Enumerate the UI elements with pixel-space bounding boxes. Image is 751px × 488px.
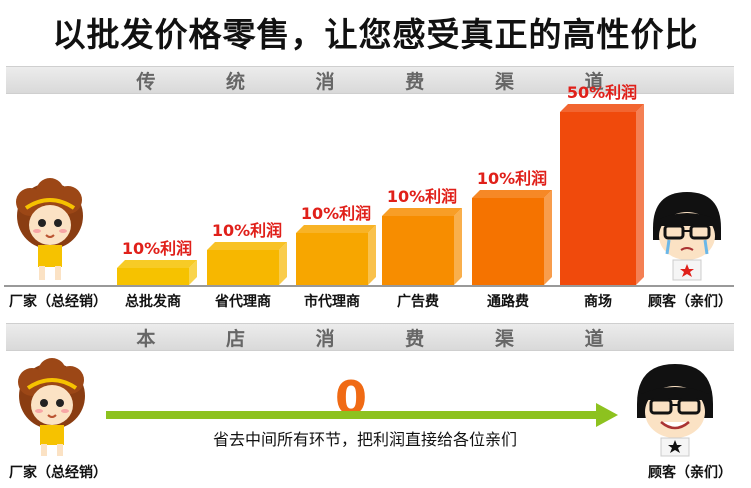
band-char: 费 [405, 70, 425, 93]
band-char: 渠 [494, 327, 514, 350]
bar-data-label: 10%利润 [387, 187, 457, 206]
band-char: 统 [225, 70, 245, 93]
band-char: 消 [315, 327, 335, 350]
bar [472, 198, 544, 285]
node-provincial-agent: 省代理商 [215, 294, 271, 310]
bar [560, 112, 636, 285]
band-char: 费 [405, 327, 425, 350]
band-char: 本 [136, 327, 156, 350]
baseline-divider [4, 285, 734, 287]
bar-top [382, 208, 462, 216]
bar-data-label: 50%利润 [567, 83, 637, 102]
node-city-agent: 市代理商 [304, 294, 360, 310]
node-customer: 顾客（亲们） [648, 294, 732, 310]
band-char: 店 [225, 327, 245, 350]
bar-data-label: 10%利润 [301, 204, 371, 223]
bar-top [207, 242, 287, 250]
node-manufacturer: 厂家（总经销） [9, 294, 107, 310]
direct-arrow-icon [106, 403, 618, 427]
node-advertising: 广告费 [397, 294, 439, 310]
customer-happy-icon [637, 364, 713, 457]
bar-top [117, 260, 197, 268]
band-char: 消 [315, 70, 335, 93]
traditional-channel-band: 传 统 消 费 渠 道 [6, 66, 734, 94]
band-char: 道 [584, 70, 604, 93]
node-customer-bottom: 顾客（亲们） [648, 465, 732, 481]
node-channel-fee: 通路费 [487, 294, 529, 310]
band-char: 渠 [494, 70, 514, 93]
bar [382, 216, 454, 285]
direct-channel-note: 省去中间所有环节，把利润直接给各位亲们 [212, 430, 517, 449]
node-wholesaler: 总批发商 [125, 294, 181, 310]
store-channel-band: 本 店 消 费 渠 道 [6, 323, 734, 351]
bar-top [296, 225, 376, 233]
bar-side [636, 104, 644, 285]
headline: 以批发价格零售，让您感受真正的高性价比 [52, 15, 699, 54]
bar-data-label: 10%利润 [122, 239, 192, 258]
node-mall: 商场 [584, 294, 612, 310]
band-char: 传 [136, 70, 156, 93]
manufacturer-girl-icon [18, 358, 85, 456]
bar-side [544, 190, 552, 285]
band-char: 道 [584, 327, 604, 350]
bar [207, 250, 279, 285]
customer-crying-icon [653, 192, 721, 281]
bar-side [189, 260, 197, 285]
manufacturer-girl-icon [16, 178, 83, 280]
bar-side [368, 225, 376, 285]
bar-top [472, 190, 552, 198]
node-manufacturer-bottom: 厂家（总经销） [9, 465, 107, 481]
bar-side [279, 242, 287, 285]
bar [296, 233, 368, 285]
bar-side [454, 208, 462, 285]
bar-data-label: 10%利润 [477, 169, 547, 188]
bar-data-label: 10%利润 [212, 221, 282, 240]
bar-top [560, 104, 644, 112]
bar [117, 268, 189, 285]
